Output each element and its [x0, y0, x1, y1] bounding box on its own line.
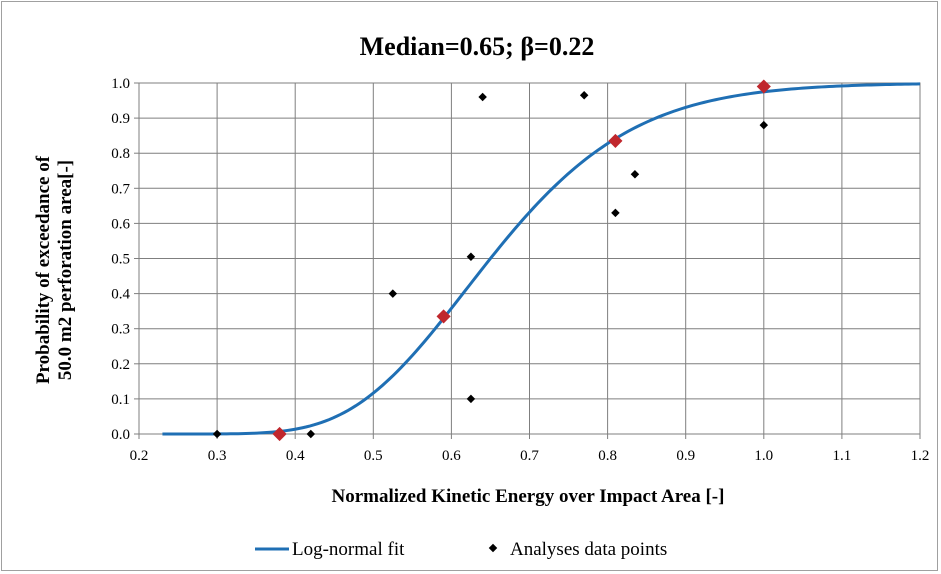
y-tick-label: 0.8 [111, 146, 130, 162]
y-tick-label: 0.1 [111, 392, 130, 408]
y-tick-label: 0.6 [111, 216, 130, 232]
series [162, 79, 921, 442]
legend-point-marker [488, 543, 498, 553]
plot-area-border [138, 82, 921, 435]
x-axis-title: Normalized Kinetic Energy over Impact Ar… [332, 486, 725, 507]
legend-label-fit: Log-normal fit [292, 539, 405, 560]
highlight-point [436, 309, 451, 324]
analysis-data-point [212, 429, 222, 439]
y-tick-label: 0.3 [111, 322, 130, 338]
tick-labels: 0.2 0.3 0.4 0.5 0.6 0.7 0.8 0.9 1.0 1.1 1.2 0.0 0.1 0… [111, 76, 929, 464]
analysis-data-point [306, 429, 316, 439]
chart-title: Median=0.65; β=0.22 [360, 32, 595, 61]
y-tick-label: 0.0 [111, 427, 130, 443]
x-tick-label: 1.0 [754, 448, 773, 464]
y-axis-title: Probability of exceedance of 50.0 m2 per… [33, 155, 76, 384]
y-axis-title-line-2: 50.0 m2 perforation area[-] [55, 160, 76, 380]
y-tick-label: 0.7 [111, 181, 130, 197]
x-tick-label: 0.5 [364, 448, 383, 464]
analysis-data-point [611, 208, 620, 218]
x-tick-label: 0.3 [208, 448, 227, 464]
x-tick-label: 0.4 [286, 448, 305, 464]
highlight-point [756, 79, 771, 94]
analysis-data-point [466, 394, 476, 404]
x-tick-label: 0.8 [598, 448, 617, 464]
analysis-data-point [388, 289, 398, 298]
highlight-point [608, 133, 623, 148]
y-tick-label: 0.2 [111, 357, 130, 373]
analysis-data-point [478, 92, 487, 102]
grid [134, 82, 921, 439]
highlight-point [272, 426, 287, 442]
analysis-data-point [759, 120, 769, 130]
analysis-data-point [466, 252, 476, 261]
x-tick-label: 1.1 [833, 448, 852, 464]
x-tick-label: 0.2 [130, 448, 149, 464]
x-tick-label: 0.6 [442, 448, 461, 464]
legend: Log-normal fit Analyses data points [255, 539, 667, 560]
x-tick-label: 0.9 [676, 448, 695, 464]
y-tick-label: 0.9 [111, 111, 130, 127]
analysis-data-point [630, 170, 640, 179]
y-axis-title-line-1: Probability of exceedance of [33, 155, 54, 384]
legend-label-points: Analyses data points [510, 539, 667, 560]
analysis-data-point [579, 91, 589, 100]
y-tick-label: 1.0 [111, 76, 130, 92]
y-tick-label: 0.5 [111, 252, 130, 268]
x-tick-label: 0.7 [520, 448, 539, 464]
x-tick-label: 1.2 [911, 448, 930, 464]
y-tick-label: 0.4 [111, 287, 130, 303]
lognormal-fit-line [162, 82, 921, 436]
